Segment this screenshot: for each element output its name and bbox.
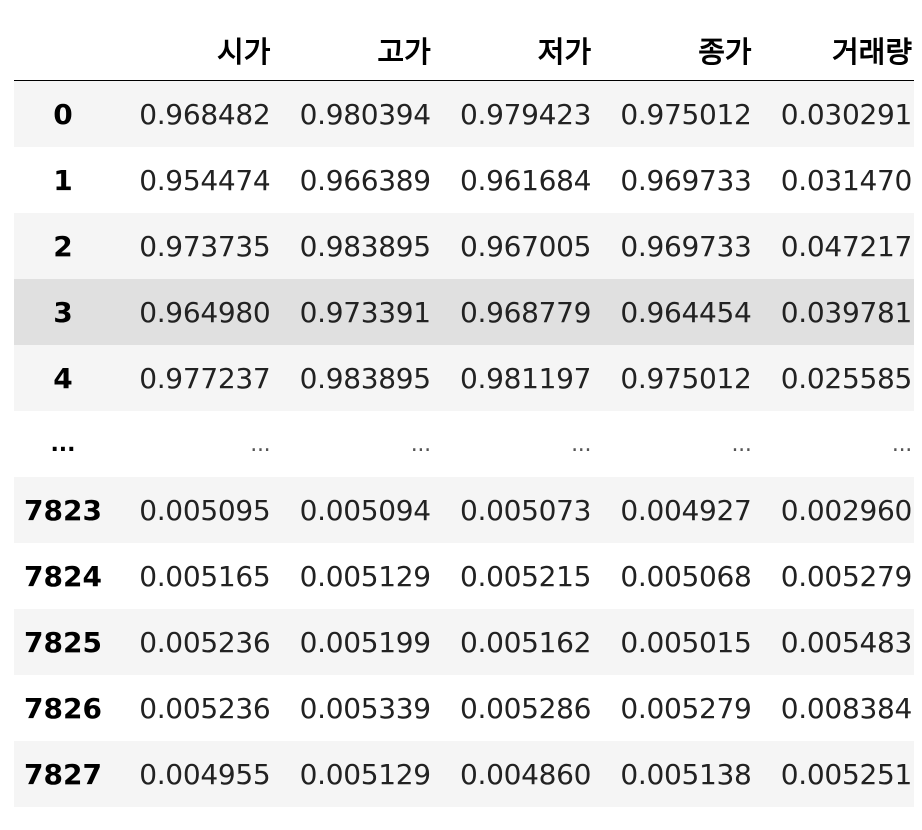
table-cell: 0.969733 bbox=[620, 163, 752, 197]
table-cell: 0.005279 bbox=[780, 559, 913, 593]
table-row: 0 0.968482 0.980394 0.979423 0.975012 0.… bbox=[14, 80, 914, 147]
row-index: 0 bbox=[53, 97, 73, 131]
row-index: 1 bbox=[53, 163, 73, 197]
table-cell: 0.004860 bbox=[459, 757, 592, 791]
table-cell: 0.977237 bbox=[139, 361, 271, 395]
table-cell: 0.983895 bbox=[299, 229, 432, 263]
table-row: 7825 0.005236 0.005199 0.005162 0.005015… bbox=[14, 609, 914, 675]
table-cell: 0.030291 bbox=[780, 97, 913, 131]
table-cell: 0.005279 bbox=[620, 691, 752, 725]
table-cell: 0.005094 bbox=[299, 493, 432, 527]
table-cell: 0.005236 bbox=[139, 691, 271, 725]
column-header: 고가 bbox=[272, 20, 433, 81]
table-cell: ... bbox=[731, 431, 752, 457]
table-cell: 0.005215 bbox=[459, 559, 592, 593]
table-cell: 0.004927 bbox=[620, 493, 752, 527]
table-row: 7824 0.005165 0.005129 0.005215 0.005068… bbox=[14, 543, 914, 609]
table-cell: 0.005236 bbox=[139, 625, 271, 659]
table-row: 7826 0.005236 0.005339 0.005286 0.005279… bbox=[14, 675, 914, 741]
table-cell: ... bbox=[250, 431, 271, 457]
table-cell: 0.005129 bbox=[299, 757, 432, 791]
table-row: 7823 0.005095 0.005094 0.005073 0.004927… bbox=[14, 477, 914, 543]
table-body: 0 0.968482 0.980394 0.979423 0.975012 0.… bbox=[14, 80, 914, 807]
row-index: 2 bbox=[53, 229, 73, 263]
table-cell: 0.008384 bbox=[780, 691, 913, 725]
table-row: 2 0.973735 0.983895 0.967005 0.969733 0.… bbox=[14, 213, 914, 279]
table-cell: 0.031470 bbox=[780, 163, 913, 197]
table-cell: 0.961684 bbox=[459, 163, 592, 197]
table-cell: 0.005286 bbox=[459, 691, 592, 725]
table-cell: 0.966389 bbox=[299, 163, 432, 197]
row-index: 7826 bbox=[24, 691, 102, 725]
table-cell: 0.967005 bbox=[459, 229, 592, 263]
table-cell: 0.975012 bbox=[620, 361, 752, 395]
table-cell: 0.005138 bbox=[620, 757, 752, 791]
table-cell: 0.025585 bbox=[780, 361, 913, 395]
table-row: 1 0.954474 0.966389 0.961684 0.969733 0.… bbox=[14, 147, 914, 213]
table-cell: 0.005073 bbox=[459, 493, 592, 527]
column-header: 종가 bbox=[593, 20, 754, 81]
dataframe-output: 시가 고가 저가 종가 거래량 0 0.968482 0.980394 0.97… bbox=[14, 20, 914, 807]
table-cell: 0.975012 bbox=[620, 97, 752, 131]
table-cell: ... bbox=[410, 431, 431, 457]
row-index: 7823 bbox=[24, 493, 102, 527]
table-cell: ... bbox=[891, 431, 912, 457]
row-index: 4 bbox=[53, 361, 73, 395]
table-cell: 0.005165 bbox=[139, 559, 271, 593]
table-cell: 0.005199 bbox=[299, 625, 432, 659]
column-header: 거래량 bbox=[753, 20, 914, 81]
table-cell: 0.973391 bbox=[299, 295, 432, 329]
column-header: 저가 bbox=[432, 20, 594, 81]
row-index: ... bbox=[50, 431, 76, 457]
table-cell: 0.983895 bbox=[299, 361, 432, 395]
table-cell: 0.005483 bbox=[780, 625, 913, 659]
table-row-hovered: 3 0.964980 0.973391 0.968779 0.964454 0.… bbox=[14, 279, 914, 345]
table-cell: 0.005015 bbox=[620, 625, 752, 659]
table-header: 시가 고가 저가 종가 거래량 bbox=[14, 20, 914, 81]
table-cell: 0.968779 bbox=[459, 295, 592, 329]
table-cell: 0.973735 bbox=[139, 229, 271, 263]
row-index: 7824 bbox=[24, 559, 102, 593]
table-cell: 0.980394 bbox=[299, 97, 432, 131]
table-cell: 0.005095 bbox=[139, 493, 271, 527]
table-cell: 0.005068 bbox=[620, 559, 752, 593]
header-row: 시가 고가 저가 종가 거래량 bbox=[14, 20, 914, 81]
index-header bbox=[14, 20, 112, 81]
table-cell: 0.964980 bbox=[139, 295, 271, 329]
table-cell: 0.005162 bbox=[459, 625, 592, 659]
table-cell: 0.047217 bbox=[780, 229, 913, 263]
table-row: 7827 0.004955 0.005129 0.004860 0.005138… bbox=[14, 741, 914, 807]
table-cell: 0.968482 bbox=[139, 97, 271, 131]
table-cell: 0.964454 bbox=[620, 295, 752, 329]
table-cell: 0.969733 bbox=[620, 229, 752, 263]
table-cell: 0.954474 bbox=[139, 163, 271, 197]
row-index: 3 bbox=[53, 295, 73, 329]
dataframe-table: 시가 고가 저가 종가 거래량 0 0.968482 0.980394 0.97… bbox=[14, 20, 914, 807]
row-index: 7827 bbox=[24, 757, 102, 791]
table-cell: 0.005339 bbox=[299, 691, 432, 725]
ellipsis-row: ... ... ... ... ... ... bbox=[14, 411, 914, 477]
table-cell: 0.005129 bbox=[299, 559, 432, 593]
table-cell: ... bbox=[571, 431, 592, 457]
column-header: 시가 bbox=[112, 20, 273, 81]
row-index: 7825 bbox=[24, 625, 102, 659]
table-cell: 0.981197 bbox=[459, 361, 592, 395]
table-cell: 0.005251 bbox=[780, 757, 913, 791]
table-cell: 0.979423 bbox=[459, 97, 592, 131]
table-cell: 0.002960 bbox=[780, 493, 913, 527]
table-cell: 0.004955 bbox=[139, 757, 271, 791]
table-cell: 0.039781 bbox=[780, 295, 913, 329]
table-row: 4 0.977237 0.983895 0.981197 0.975012 0.… bbox=[14, 345, 914, 411]
